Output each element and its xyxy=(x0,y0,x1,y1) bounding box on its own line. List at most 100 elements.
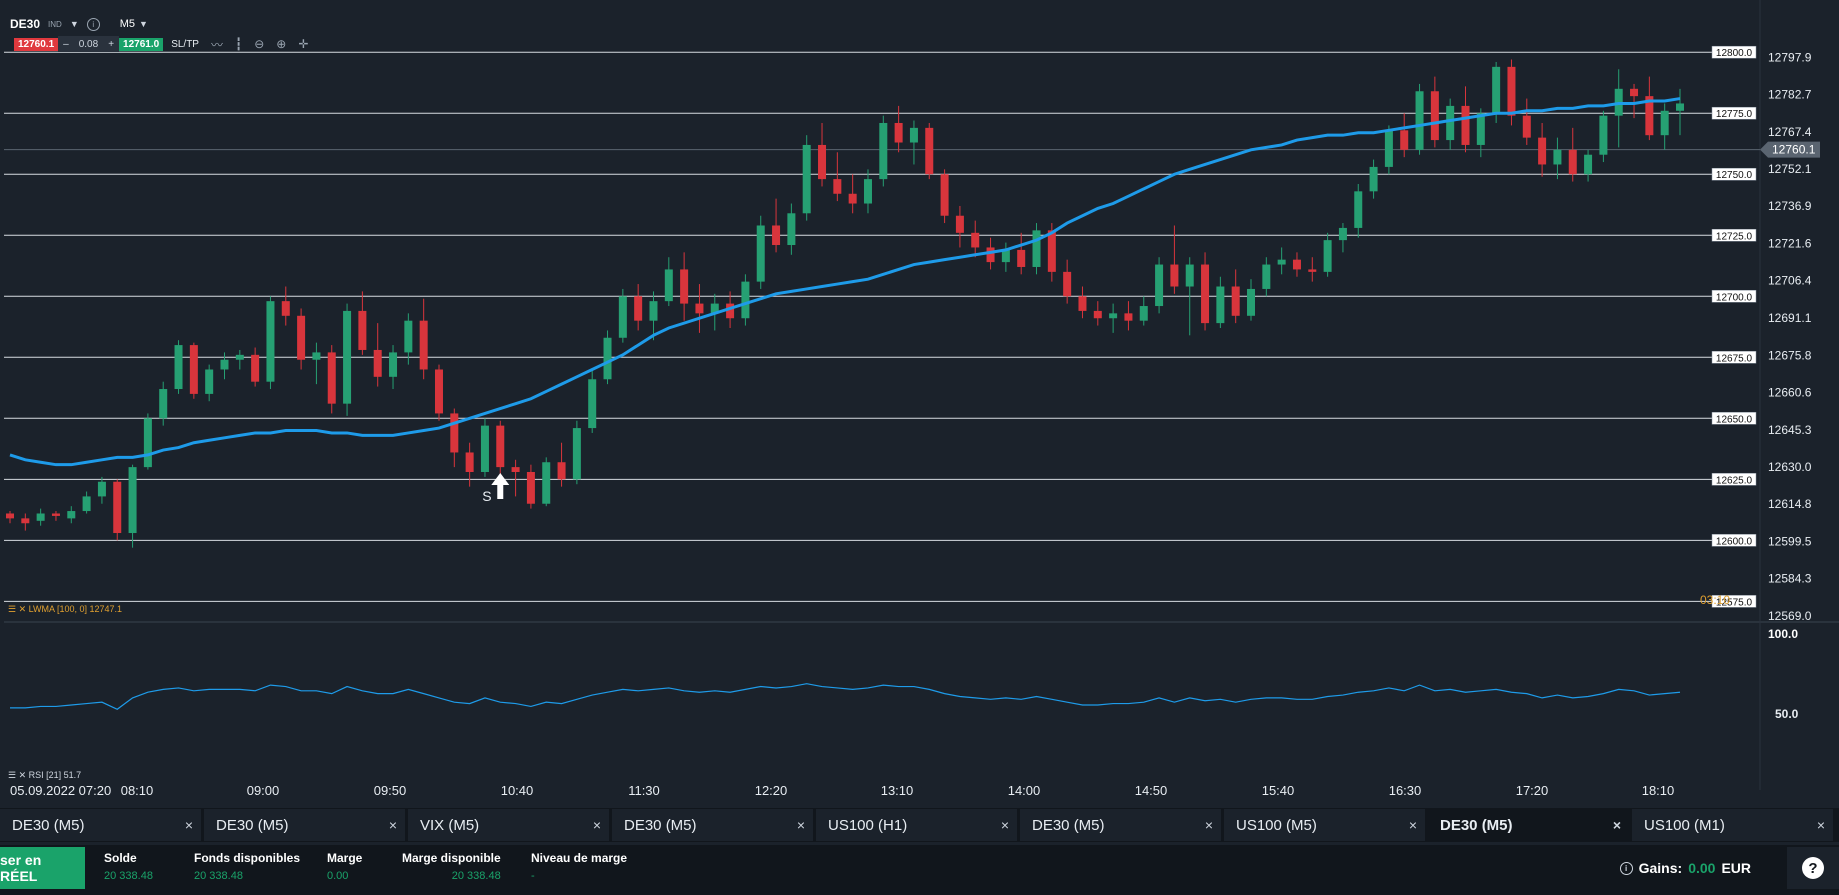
candle[interactable] xyxy=(1292,259,1301,270)
candle[interactable] xyxy=(1063,271,1072,297)
candle[interactable] xyxy=(986,247,995,263)
candle[interactable] xyxy=(312,352,321,360)
plus-button[interactable]: + xyxy=(108,38,115,50)
candle[interactable] xyxy=(1400,130,1409,150)
tab-chart[interactable]: DE30 (M5) × xyxy=(1020,809,1221,841)
candle[interactable] xyxy=(343,310,352,404)
candle[interactable] xyxy=(1017,249,1026,267)
candle[interactable] xyxy=(419,320,428,370)
symbol-dropdown-icon[interactable]: ▼ xyxy=(69,19,79,29)
timeframe-selector[interactable]: M5 ▼ xyxy=(120,18,148,30)
switch-real-button[interactable]: ser en RÉEL xyxy=(0,847,85,889)
close-icon[interactable]: × xyxy=(1612,817,1621,833)
close-icon[interactable]: × xyxy=(592,817,601,833)
candle[interactable] xyxy=(1553,149,1562,165)
rsi-line[interactable] xyxy=(10,683,1681,710)
candle[interactable] xyxy=(787,213,796,246)
candle[interactable] xyxy=(1369,166,1378,192)
candle[interactable] xyxy=(1124,313,1133,321)
buy-button[interactable]: 12761.0 xyxy=(119,37,164,51)
close-icon[interactable]: × xyxy=(1000,817,1009,833)
candle[interactable] xyxy=(434,369,443,414)
symbol-name[interactable]: DE30 xyxy=(10,17,41,31)
candle[interactable] xyxy=(1277,259,1286,265)
candle[interactable] xyxy=(480,425,489,472)
sltp-button[interactable]: SL/TP xyxy=(171,38,199,50)
minus-button[interactable]: – xyxy=(63,38,69,50)
candle[interactable] xyxy=(1247,288,1256,316)
candle[interactable] xyxy=(21,518,30,524)
line-chart-icon[interactable]: 〰 xyxy=(210,37,223,52)
close-icon[interactable]: × xyxy=(388,817,397,833)
candle[interactable] xyxy=(281,301,290,316)
zoom-in-icon[interactable]: ⊕ xyxy=(276,37,287,51)
zoom-out-icon[interactable]: ⊖ xyxy=(254,37,265,51)
crosshair-icon[interactable]: ✛ xyxy=(298,37,309,51)
candle[interactable] xyxy=(649,301,658,321)
tab-chart[interactable]: DE30 (M5) × xyxy=(0,809,201,841)
candle[interactable] xyxy=(1001,249,1010,263)
indicators-icon[interactable]: ┇ xyxy=(235,37,243,51)
buy-arrow-icon[interactable] xyxy=(491,473,510,499)
lwma-indicator-label[interactable]: ☰ ✕ LWMA [100, 0] 12747.1 xyxy=(8,604,122,615)
close-icon[interactable]: × xyxy=(1204,817,1213,833)
candle[interactable] xyxy=(818,144,827,180)
candle[interactable] xyxy=(1492,66,1501,114)
candle[interactable] xyxy=(909,127,918,143)
candle[interactable] xyxy=(542,462,551,504)
candle[interactable] xyxy=(511,467,520,472)
candle[interactable] xyxy=(1476,113,1485,145)
candle[interactable] xyxy=(680,269,689,304)
tab-chart[interactable]: US100 (H1) × xyxy=(816,809,1017,841)
candle[interactable] xyxy=(726,303,735,319)
candle[interactable] xyxy=(1599,115,1608,155)
candle[interactable] xyxy=(51,513,60,516)
candle[interactable] xyxy=(1323,240,1332,272)
candle[interactable] xyxy=(664,269,673,302)
candle[interactable] xyxy=(557,462,566,480)
candle[interactable] xyxy=(251,354,260,382)
candle[interactable] xyxy=(205,369,214,394)
candle[interactable] xyxy=(189,345,198,394)
quantity-stepper[interactable]: – 0.08 + xyxy=(58,36,120,52)
candle[interactable] xyxy=(297,315,306,360)
candle[interactable] xyxy=(1568,149,1577,175)
candle[interactable] xyxy=(695,303,704,314)
candle[interactable] xyxy=(1430,91,1439,141)
candle[interactable] xyxy=(1109,313,1118,319)
candle[interactable] xyxy=(971,232,980,248)
candle[interactable] xyxy=(1185,264,1194,287)
candle[interactable] xyxy=(113,481,122,534)
help-button[interactable]: ? xyxy=(1787,847,1839,889)
candle[interactable] xyxy=(358,310,367,350)
candle[interactable] xyxy=(955,215,964,233)
close-icon[interactable]: × xyxy=(1816,817,1825,833)
candle[interactable] xyxy=(97,481,106,497)
candle[interactable] xyxy=(618,296,627,338)
candle[interactable] xyxy=(389,352,398,377)
candle[interactable] xyxy=(404,320,413,353)
candle[interactable] xyxy=(1645,96,1654,136)
tab-chart[interactable]: US100 (M1) × xyxy=(1632,809,1833,841)
candle[interactable] xyxy=(1660,110,1669,136)
candle[interactable] xyxy=(1461,105,1470,145)
candle[interactable] xyxy=(572,428,581,480)
close-icon[interactable]: × xyxy=(184,817,193,833)
candle[interactable] xyxy=(863,179,872,204)
candle[interactable] xyxy=(756,225,765,282)
tab-chart[interactable]: VIX (M5) × xyxy=(408,809,609,841)
candle[interactable] xyxy=(634,296,643,321)
candle[interactable] xyxy=(1155,264,1164,307)
candle[interactable] xyxy=(1630,88,1639,97)
candle[interactable] xyxy=(6,513,14,519)
tab-chart[interactable]: DE30 (M5) × xyxy=(612,809,813,841)
candle[interactable] xyxy=(526,472,535,504)
candle[interactable] xyxy=(833,179,842,194)
info-icon[interactable]: i xyxy=(86,17,100,31)
candle[interactable] xyxy=(465,452,474,472)
candle[interactable] xyxy=(925,127,934,175)
tab-chart[interactable]: US100 (M5) × xyxy=(1224,809,1425,841)
candle[interactable] xyxy=(266,301,275,382)
candle[interactable] xyxy=(1139,306,1148,321)
rsi-settings-icon[interactable]: ☰ ✕ xyxy=(8,770,29,780)
